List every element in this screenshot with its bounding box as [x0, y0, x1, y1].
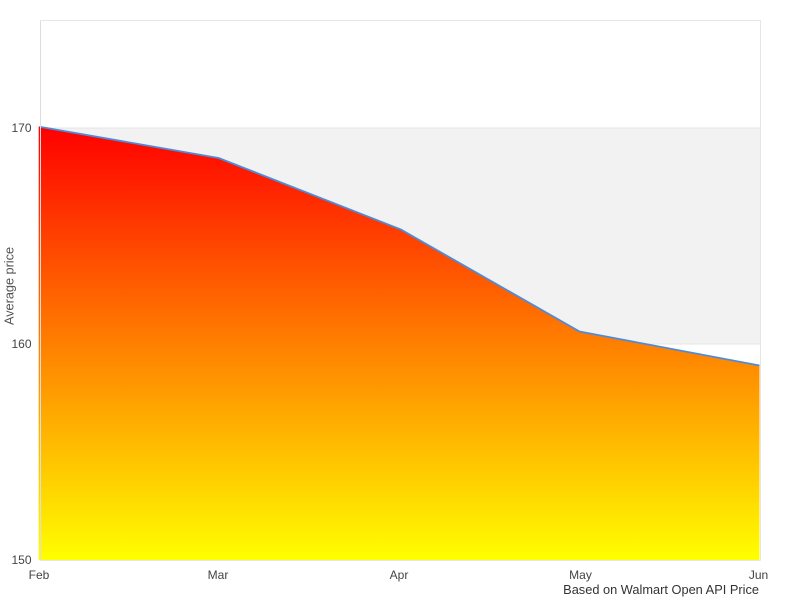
svg-text:Mar: Mar	[208, 568, 229, 582]
svg-text:Jun: Jun	[749, 568, 768, 582]
svg-text:Feb: Feb	[29, 568, 50, 582]
svg-text:Apr: Apr	[390, 568, 409, 582]
svg-text:Average price: Average price	[3, 247, 17, 325]
svg-text:Based on Walmart Open API Pric: Based on Walmart Open API Price	[563, 582, 759, 597]
svg-text:170: 170	[11, 121, 31, 135]
svg-text:150: 150	[11, 553, 31, 567]
svg-text:May: May	[569, 568, 592, 582]
svg-text:160: 160	[11, 337, 31, 351]
